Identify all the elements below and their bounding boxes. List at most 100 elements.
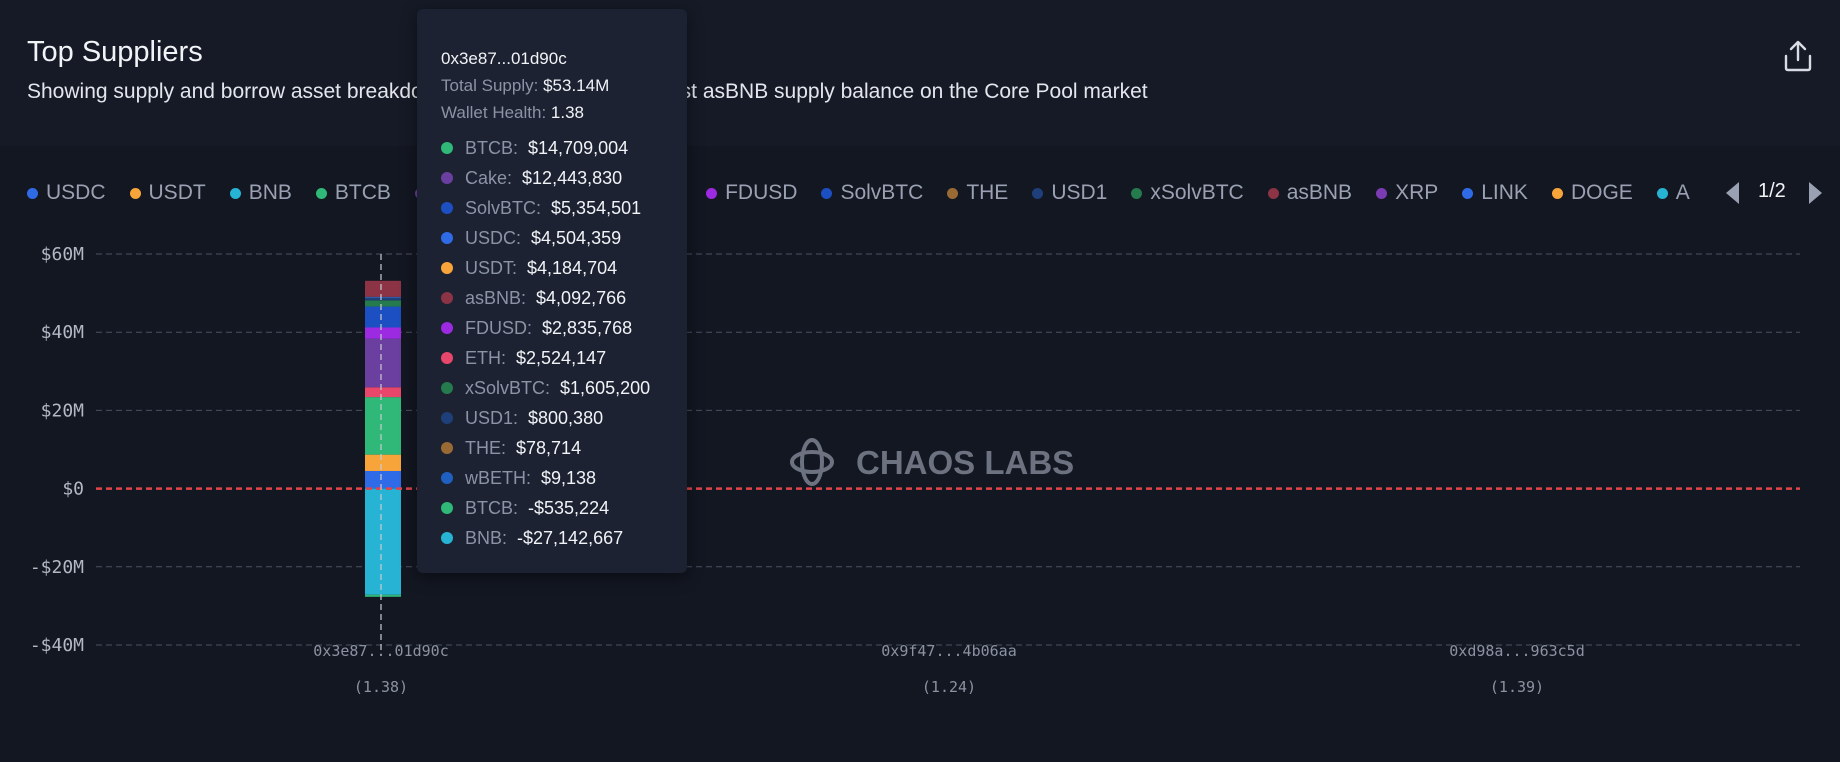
tooltip-row-label: Cake: [465,167,513,188]
tooltip-row: USDC: $4,504,359 [441,223,687,253]
legend-item[interactable]: XRP [1376,181,1438,205]
tooltip-row-value: $4,504,359 [531,227,622,248]
legend-item[interactable]: THE [947,181,1008,205]
tooltip-wallet-health-label: Wallet Health: [441,103,547,122]
legend-item-label: BTCB [334,181,391,204]
tooltip-row-label: wBETH: [465,467,532,488]
bar-segment [365,488,401,595]
y-tick-label: $20M [41,400,85,421]
bar-segment [365,327,401,339]
legend-dot-icon [229,187,241,199]
tooltip-row-dot-icon [441,262,453,274]
tooltip-row-dot-icon [441,352,453,364]
legend-dot-icon [706,187,718,199]
tooltip-row: xSolvBTC: $1,605,200 [441,373,687,403]
bar-segment [365,306,401,328]
bar-segment [365,454,401,471]
page-title: Top Suppliers [27,36,203,68]
legend-item-label: BNB [248,181,292,204]
legend-item[interactable]: BNB [229,181,292,205]
bar-segment [365,300,401,307]
legend-item-label: XRP [1395,181,1439,204]
legend-dot-icon [129,187,141,199]
x-tick-label: 0xd98a...963c5d [1449,642,1584,660]
legend-item[interactable]: DOGE [1551,181,1633,205]
y-tick-label: $60M [41,244,85,265]
legend-next-page-button[interactable] [1809,182,1822,204]
legend-dot-icon [1462,187,1474,199]
tooltip-row: SolvBTC: $5,354,501 [441,193,687,223]
share-icon [1784,40,1812,72]
tooltip-row-label: asBNB: [465,287,527,308]
legend-item[interactable]: USDC [27,181,106,205]
tooltip-wallet-health-value: 1.38 [550,103,585,122]
legend-item-label: USD1 [1051,181,1108,204]
y-tick-label: $0 [62,479,84,500]
legend-item[interactable]: FDUSD [706,181,797,205]
tooltip-row: BTCB: -$535,224 [441,493,687,523]
x-tick-label: 0x3e87...01d90c [313,642,448,660]
tooltip-row-dot-icon [441,232,453,244]
tooltip-row-label: SolvBTC: [465,197,542,218]
legend-item[interactable]: SolvBTC [821,181,923,205]
legend-item-label: USDT [148,181,206,204]
legend-dot-icon [1376,187,1388,199]
tooltip-row-dot-icon [441,472,453,484]
legend-item[interactable]: USDT [129,181,206,205]
tooltip-row-label: xSolvBTC: [465,377,551,398]
legend-dot-icon [1267,187,1279,199]
tooltip-row: USD1: $800,380 [441,403,687,433]
bar-segment [365,297,401,301]
chaos-labs-logo-icon [790,450,834,474]
legend-item[interactable]: USD1 [1032,181,1107,205]
legend-item[interactable]: xSolvBTC [1131,181,1244,205]
y-tick-label: -$20M [30,557,84,578]
legend-dot-icon [947,187,959,199]
tooltip-row-label: BTCB: [465,497,519,518]
legend-dot-icon [1551,187,1563,199]
legend-item-label: DOGE [1570,181,1633,204]
bar-segment [365,338,401,388]
tooltip-row-dot-icon [441,532,453,544]
tooltip-wallet-health: Wallet Health: 1.38 [441,103,687,130]
tooltip-row: USDT: $4,184,704 [441,253,687,283]
tooltip-row-dot-icon [441,172,453,184]
tooltip-row-dot-icon [441,202,453,214]
tooltip-row-label: USDC: [465,227,522,248]
tooltip-row-value: $4,092,766 [536,287,627,308]
bar-segment [365,280,401,297]
legend-dot-icon [821,187,833,199]
chart-tooltip: 0x3e87...01d90c Total Supply: $53.14M Wa… [417,9,687,573]
watermark-text: CHAOS LABS [856,444,1074,481]
legend-item-label: xSolvBTC [1150,181,1244,204]
x-tick-sublabel: (1.38) [354,678,408,696]
chaos-labs-logo-icon [800,438,824,486]
tooltip-row-dot-icon [441,322,453,334]
x-tick-label: 0x9f47...4b06aa [881,642,1016,660]
legend-item[interactable]: LINK [1462,181,1528,205]
bar-segment [365,296,401,298]
legend-dot-icon [1656,187,1668,199]
tooltip-row: ETH: $2,524,147 [441,343,687,373]
tooltip-row-label: BTCB: [465,137,519,158]
tooltip-asset-list: BTCB: $14,709,004 Cake: $12,443,830 SolvBTC:… [441,133,687,553]
tooltip-row-value: $5,354,501 [551,197,642,218]
legend-item[interactable]: asBNB [1267,181,1353,205]
tooltip-row-label: FDUSD: [465,317,532,338]
legend-prev-page-button[interactable] [1726,182,1739,204]
tooltip-row: BNB: -$27,142,667 [441,523,687,553]
legend-dot-icon [1131,187,1143,199]
legend-dot-icon [27,187,38,199]
legend-item[interactable]: A [1656,181,1690,205]
legend-item[interactable]: BTCB [315,181,391,205]
x-tick-sublabel: (1.24) [922,678,976,696]
tooltip-row-dot-icon [441,142,453,154]
legend-item-label: SolvBTC [840,181,924,204]
bar-segment [365,470,401,489]
tooltip-address: 0x3e87...01d90c [441,49,567,68]
tooltip-row: wBETH: $9,138 [441,463,687,493]
legend-item-label: asBNB [1286,181,1353,204]
legend-item-label: LINK [1481,181,1528,204]
tooltip-row-label: ETH: [465,347,507,368]
share-button[interactable] [1780,38,1816,74]
